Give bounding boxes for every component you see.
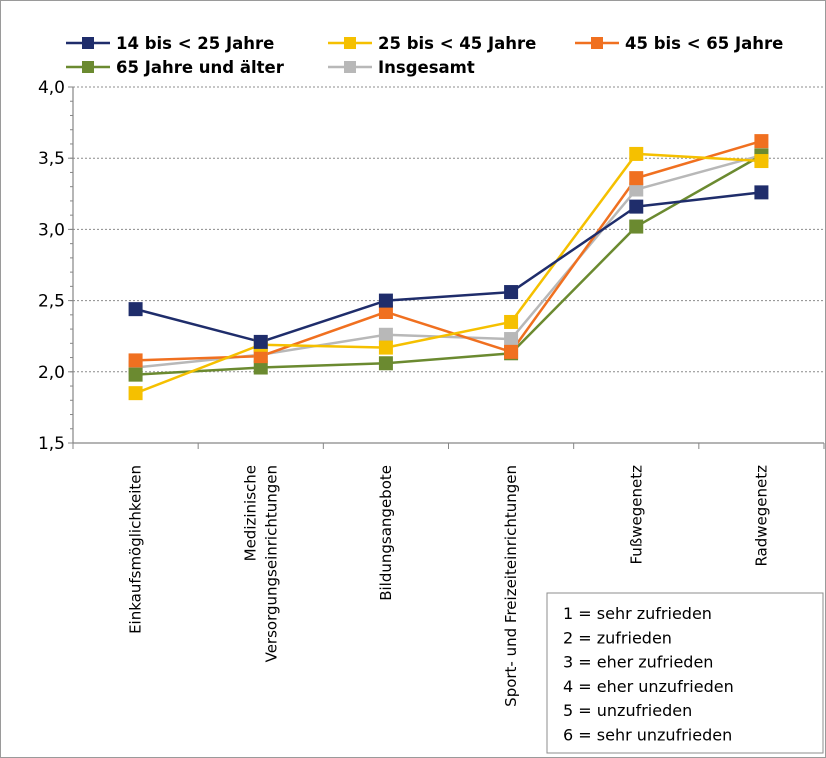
series-line — [136, 192, 762, 342]
data-point — [504, 345, 518, 359]
legend-label: 45 bis < 65 Jahre — [625, 34, 783, 53]
series-group — [129, 134, 769, 400]
y-tick-label: 1,5 — [38, 434, 65, 454]
annotation-line: 2 = zufrieden — [563, 628, 672, 647]
data-point — [379, 356, 393, 370]
category-label: Radwegenetz — [752, 465, 770, 567]
annotation-line: 6 = sehr unzufrieden — [563, 726, 732, 745]
annotation-line: 4 = eher unzufrieden — [563, 677, 734, 696]
annotation-line: 1 = sehr zufrieden — [563, 604, 712, 623]
category-label: Einkaufsmöglichkeiten — [127, 465, 145, 634]
data-point — [379, 294, 393, 308]
data-point — [129, 353, 143, 367]
y-tick-label: 2,5 — [38, 292, 65, 312]
data-point — [629, 220, 643, 234]
data-point — [379, 341, 393, 355]
data-point — [629, 147, 643, 161]
legend-marker — [591, 37, 603, 49]
legend-marker — [344, 37, 356, 49]
data-point — [504, 285, 518, 299]
annotation-line: 5 = unzufrieden — [563, 701, 692, 720]
annotation-line: 3 = eher zufrieden — [563, 653, 713, 672]
data-point — [504, 332, 518, 346]
legend-marker — [82, 61, 94, 73]
y-axis-ticks: 1,5 2,0 2,5 3,0 3,5 4,0 — [38, 78, 65, 454]
category-label: Versorgungseinrichtungen — [262, 465, 280, 662]
data-point — [129, 386, 143, 400]
category-label: Bildungsangebote — [377, 465, 395, 601]
y-tick-label: 3,5 — [38, 149, 65, 169]
scale-annotation-box: 1 = sehr zufrieden 2 = zufrieden 3 = eher … — [547, 593, 823, 753]
y-tick-label: 3,0 — [38, 220, 65, 240]
legend-label: Insgesamt — [378, 58, 475, 77]
data-point — [754, 154, 768, 168]
axes — [68, 87, 824, 449]
data-point — [504, 315, 518, 329]
category-label: Medizinische — [241, 465, 259, 561]
data-point — [254, 335, 268, 349]
data-point — [629, 171, 643, 185]
legend-label: 25 bis < 45 Jahre — [378, 34, 536, 53]
y-tick-label: 2,0 — [38, 363, 65, 383]
legend-label: 65 Jahre und älter — [116, 58, 285, 77]
y-tick-label: 4,0 — [38, 78, 65, 98]
series-line — [136, 155, 762, 374]
legend-marker — [82, 37, 94, 49]
series-line — [136, 141, 762, 360]
category-label: Sport- und Freizeiteinrichtungen — [502, 465, 520, 707]
legend-marker — [344, 61, 356, 73]
data-point — [379, 328, 393, 342]
data-point — [754, 134, 768, 148]
legend: 14 bis < 25 Jahre 25 bis < 45 Jahre 45 bis… — [66, 34, 783, 77]
data-point — [629, 200, 643, 214]
category-label: Fußwegenetz — [627, 465, 645, 565]
data-point — [129, 368, 143, 382]
data-point — [129, 302, 143, 316]
data-point — [754, 185, 768, 199]
legend-label: 14 bis < 25 Jahre — [116, 34, 274, 53]
gridlines — [73, 87, 824, 372]
